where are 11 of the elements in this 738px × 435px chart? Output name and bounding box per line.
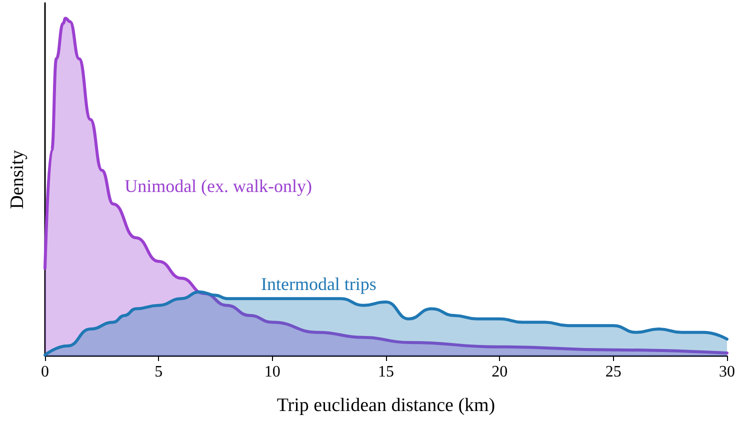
x-tick-label: 0 [41,364,49,380]
x-tick-label: 25 [605,364,622,380]
x-tick-label: 15 [378,364,394,380]
x-tick-label: 20 [492,364,508,380]
x-axis-title: Trip euclidean distance (km) [276,395,496,416]
series-label: Intermodal trips [260,274,376,294]
y-axis-title: Density [7,149,28,210]
x-tick-label: 30 [719,364,735,380]
series-label: Unimodal (ex. walk-only) [124,176,312,196]
x-tick-label: 5 [154,364,163,380]
x-tick-label: 10 [264,364,280,380]
